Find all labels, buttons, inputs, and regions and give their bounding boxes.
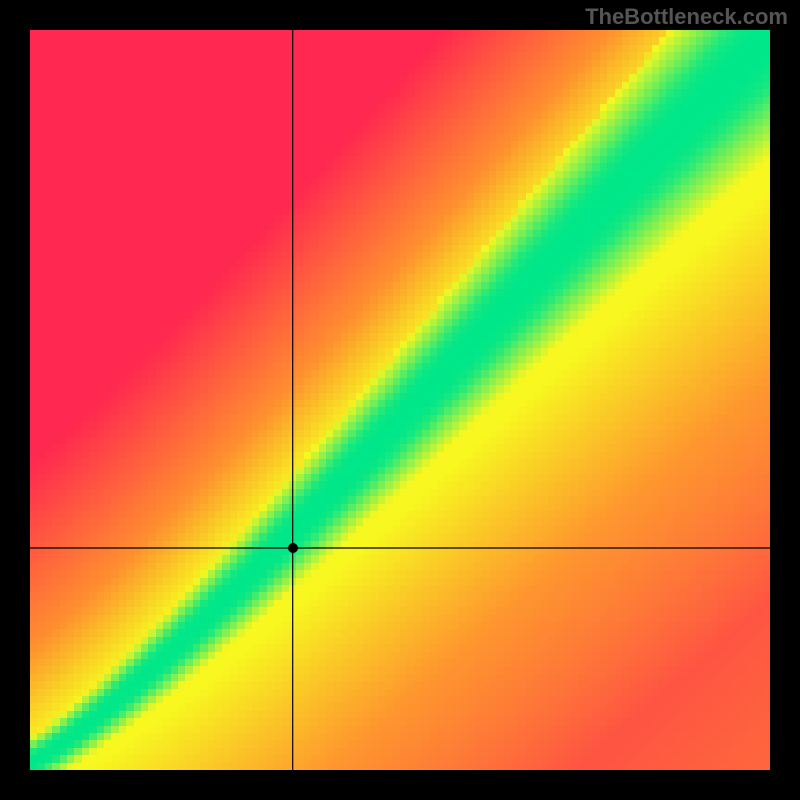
heatmap-canvas bbox=[30, 30, 770, 770]
crosshair-dot bbox=[288, 543, 298, 553]
plot-area bbox=[30, 30, 770, 770]
chart-container: TheBottleneck.com bbox=[0, 0, 800, 800]
watermark-text: TheBottleneck.com bbox=[585, 4, 788, 30]
